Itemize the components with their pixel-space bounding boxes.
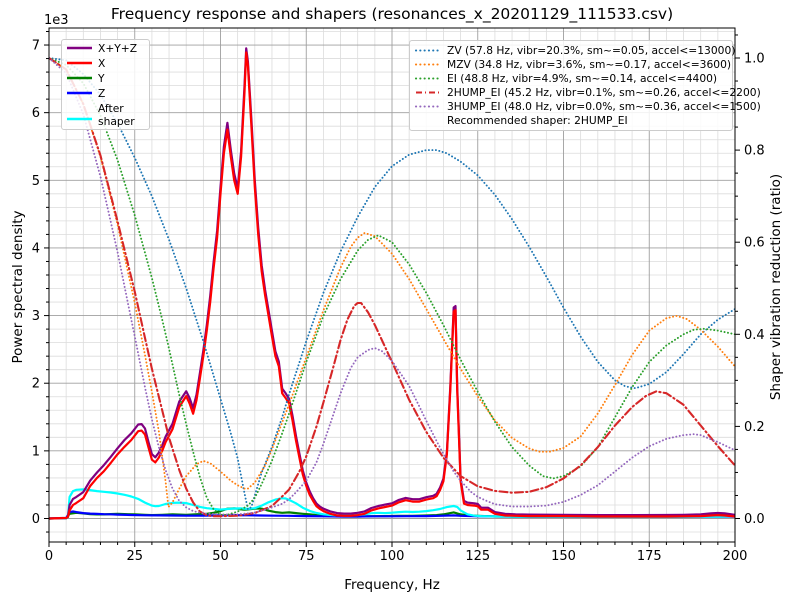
legend-psd-label: shaper — [98, 115, 135, 128]
legend-psd-label: After — [98, 102, 124, 115]
legend-psd-label: X+Y+Z — [98, 42, 137, 55]
axis-ticks — [44, 30, 740, 547]
minor-grid — [49, 28, 735, 542]
curves — [49, 47, 735, 520]
y-left-tick-label: 2 — [32, 377, 40, 392]
y-right-tick-label: 0.6 — [744, 236, 765, 251]
y-left-tick-label: 0 — [32, 512, 40, 527]
y-left-tick-label: 6 — [32, 106, 40, 121]
curve-shaper-3hump_ei — [49, 57, 735, 516]
y-right-tick-label: 1.0 — [744, 52, 765, 67]
legend-shapers-box — [409, 40, 733, 131]
x-tick-label: 175 — [637, 549, 662, 564]
y-left-tick-labels: 0 1 2 3 4 5 6 7 — [32, 39, 40, 527]
y-left-tick-label: 5 — [32, 174, 40, 189]
legend-shapers: ZV (57.8 Hz, vibr=20.3%, sm~=0.05, accel… — [409, 40, 761, 131]
legend-shaper-label: ZV (57.8 Hz, vibr=20.3%, sm~=0.05, accel… — [447, 44, 735, 57]
curve-psd-after-shaper — [49, 488, 735, 520]
y-left-tick-label: 7 — [32, 39, 40, 54]
curve-psd-x — [49, 51, 735, 520]
x-tick-label: 75 — [298, 549, 315, 564]
x-tick-labels: 0 25 50 75 100 125 150 175 200 — [45, 549, 748, 564]
x-tick-label: 50 — [212, 549, 229, 564]
y-left-tick-label: 1 — [32, 444, 40, 459]
x-tick-label: 0 — [45, 549, 53, 564]
x-tick-label: 25 — [126, 549, 143, 564]
x-tick-label: 100 — [380, 549, 405, 564]
legend-psd-label: X — [98, 57, 105, 70]
y-right-tick-label: 0.2 — [744, 420, 765, 435]
y-right-tick-label: 0.8 — [744, 144, 765, 159]
chart-title: Frequency response and shapers (resonanc… — [111, 5, 673, 24]
plot-area: 0 25 50 75 100 125 150 175 200012345670.00.20.40… — [32, 27, 765, 564]
legend-shaper-label: MZV (34.8 Hz, vibr=3.6%, sm~=0.17, accel… — [447, 58, 731, 71]
legend-shaper-label: 3HUMP_EI (48.0 Hz, vibr=0.0%, sm~=0.36, … — [447, 100, 761, 113]
y-right-tick-labels: 0.0 0.2 0.4 0.6 0.8 1.0 — [744, 52, 765, 528]
legend-recommendation: Recommended shaper: 2HUMP_EI — [447, 114, 628, 127]
y-right-tick-label: 0.4 — [744, 328, 765, 343]
legend-shaper-label: EI (48.8 Hz, vibr=4.9%, sm~=0.14, accel<… — [447, 72, 717, 85]
curve-shaper-zv — [49, 57, 735, 511]
x-tick-label: 200 — [723, 549, 748, 564]
y-left-axis-label: Power spectral density — [10, 210, 26, 363]
x-tick-label: 125 — [465, 549, 490, 564]
curve-shaper-2hump_ei — [49, 56, 735, 518]
y-right-tick-label: 0.0 — [744, 512, 765, 527]
y-left-tick-label: 3 — [32, 309, 40, 324]
legend-psd-label: Y — [97, 72, 105, 85]
y-right-axis-label: Shaper vibration reduction (ratio) — [768, 174, 784, 400]
curve-shaper-ei — [49, 57, 735, 516]
legend-psd-label: Z — [98, 87, 105, 100]
curve-shaper-mzv — [49, 57, 735, 508]
x-axis-label: Frequency, Hz — [344, 577, 440, 593]
y-left-tick-label: 4 — [32, 241, 40, 256]
x-tick-label: 150 — [551, 549, 576, 564]
legend-shaper-label: 2HUMP_EI (45.2 Hz, vibr=0.1%, sm~=0.26, … — [447, 86, 761, 99]
y-left-offset-label: 1e3 — [44, 13, 69, 28]
